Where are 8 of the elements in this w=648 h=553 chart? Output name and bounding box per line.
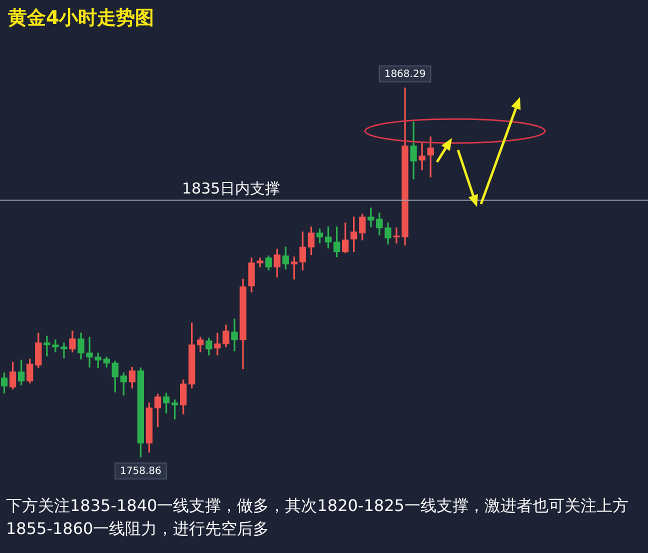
ref-line-label: 1835日内支撑 [182,180,280,198]
annotation: 1868.29 [384,69,426,80]
annotation: 1758.86 [120,466,162,478]
candlestick [231,318,238,352]
candlestick [418,142,426,170]
candlestick [427,136,434,178]
text: 下方关注1835-1840一线支撑，做多，其次1820-1825一线支撑，激进者也可关注上方1855-1860一线阻力，进行先空后多 [6,495,630,540]
chart-title: 黄金4小时走势图 [8,6,154,31]
